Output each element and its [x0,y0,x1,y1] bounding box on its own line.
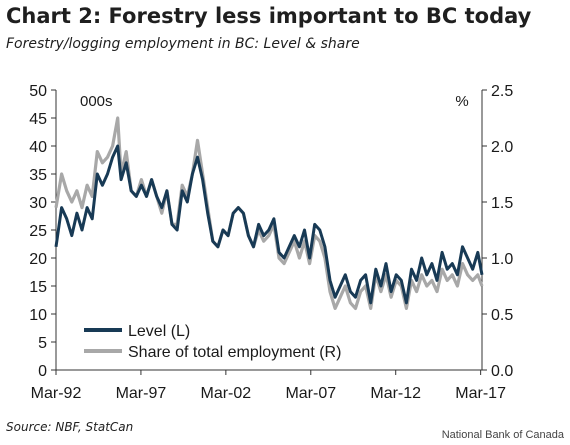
share-series-line [54,116,484,310]
legend-share-label: Share of total employment (R) [128,344,341,361]
chart-axes: 0 5 10 15 20 25 30 35 40 45 50 0.0 0.5 1.0 1.5 2.0 2.5 Ma… [29,83,513,402]
right-tick-label: 0.0 [491,363,513,380]
left-tick-label: 10 [29,307,47,324]
right-unit-label: % [455,93,468,110]
x-tick-label: Mar-07 [285,385,336,402]
left-tick-label: 35 [29,167,47,184]
legend-level-label: Level (L) [128,323,190,340]
x-tick-label: Mar-92 [31,385,82,402]
left-unit-label: 000s [80,93,113,110]
left-tick-label: 20 [29,251,47,268]
x-tick-label: Mar-02 [201,385,252,402]
x-tick-label: Mar-97 [116,385,167,402]
left-tick-label: 0 [38,363,47,380]
credit-text: National Bank of Canada [441,429,564,441]
chart-subtitle: Forestry/logging employment in BC: Level… [6,36,360,52]
x-tick-label: Mar-17 [455,385,506,402]
chart-legend: Level (L) Share of total employment (R) [84,323,341,361]
chart-title: Chart 2: Forestry less important to BC t… [6,4,532,28]
left-tick-label: 5 [38,335,47,352]
line-chart: 0 5 10 15 20 25 30 35 40 45 50 0.0 0.5 1.0 1.5 2.0 2.5 Ma… [29,83,513,402]
right-tick-label: 0.5 [491,307,513,324]
chart-series [54,116,484,310]
left-tick-label: 50 [29,83,47,100]
level-series-line [54,144,484,305]
left-tick-label: 30 [29,195,47,212]
left-tick-label: 45 [29,111,47,128]
x-tick-label: Mar-12 [370,385,421,402]
right-tick-label: 1.5 [491,195,513,212]
left-tick-label: 15 [29,279,47,296]
right-tick-label: 2.0 [491,139,513,156]
source-note: Source: NBF, StatCan [6,420,134,434]
left-tick-label: 40 [29,139,47,156]
left-tick-label: 25 [29,223,47,240]
right-tick-label: 1.0 [491,251,513,268]
right-tick-label: 2.5 [491,83,513,100]
